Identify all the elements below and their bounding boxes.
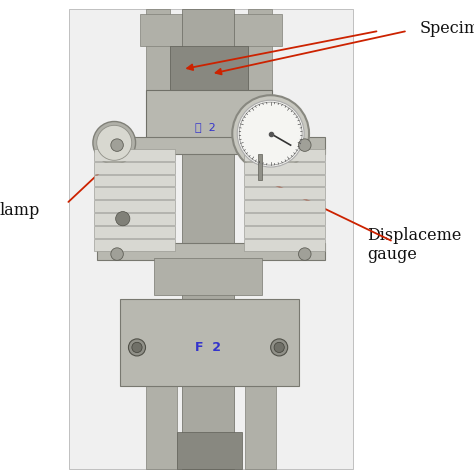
- Bar: [94, 174, 175, 186]
- Bar: [94, 162, 175, 173]
- Bar: [97, 137, 325, 155]
- Circle shape: [274, 342, 284, 353]
- Circle shape: [132, 342, 142, 353]
- Bar: [97, 243, 325, 260]
- Text: lamp: lamp: [0, 202, 40, 219]
- Circle shape: [299, 139, 311, 151]
- Circle shape: [93, 121, 136, 164]
- Bar: [120, 299, 299, 386]
- Text: Specimen: Specimen: [419, 20, 474, 37]
- Bar: [244, 149, 325, 161]
- Circle shape: [232, 95, 309, 172]
- Bar: [94, 201, 175, 212]
- Circle shape: [97, 125, 132, 160]
- Bar: [69, 9, 353, 469]
- Bar: [94, 226, 175, 238]
- Bar: [244, 213, 325, 225]
- Bar: [244, 174, 325, 186]
- Bar: [94, 213, 175, 225]
- Bar: [146, 9, 170, 92]
- Text: Displaceme
gauge: Displaceme gauge: [367, 227, 462, 263]
- Bar: [245, 384, 276, 469]
- Bar: [170, 46, 248, 92]
- Bar: [94, 149, 175, 161]
- Bar: [94, 239, 175, 251]
- Circle shape: [299, 248, 311, 260]
- Bar: [244, 239, 325, 251]
- Bar: [244, 187, 325, 200]
- Text: F  2: F 2: [195, 341, 221, 354]
- Circle shape: [116, 211, 130, 226]
- Bar: [140, 14, 282, 46]
- Bar: [182, 9, 234, 469]
- Bar: [244, 201, 325, 212]
- Bar: [244, 162, 325, 173]
- Bar: [146, 384, 177, 469]
- Bar: [146, 90, 272, 143]
- Circle shape: [237, 100, 304, 167]
- Circle shape: [271, 339, 288, 356]
- Text: 上  2: 上 2: [195, 122, 216, 132]
- Circle shape: [111, 248, 123, 260]
- Bar: [244, 226, 325, 238]
- Bar: [248, 9, 272, 92]
- Bar: [94, 187, 175, 200]
- Bar: [154, 258, 262, 294]
- Bar: [177, 432, 242, 469]
- Bar: [258, 155, 262, 180]
- Circle shape: [128, 339, 146, 356]
- Circle shape: [111, 139, 123, 151]
